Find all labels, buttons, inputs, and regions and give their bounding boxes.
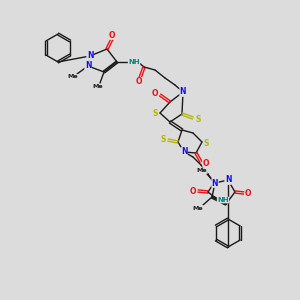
Text: Me: Me [93, 85, 103, 89]
Text: N: N [181, 148, 187, 157]
Text: O: O [152, 89, 158, 98]
Text: O: O [136, 77, 142, 86]
Text: N: N [225, 176, 231, 184]
Text: N: N [180, 88, 186, 97]
Text: S: S [203, 139, 209, 148]
Text: Me: Me [197, 169, 207, 173]
Text: O: O [190, 188, 196, 196]
Text: N: N [212, 178, 218, 188]
Text: O: O [109, 31, 115, 40]
Text: O: O [245, 188, 251, 197]
Text: NH: NH [128, 59, 140, 65]
Text: O: O [203, 158, 209, 167]
Text: Me: Me [68, 74, 78, 80]
Text: NH: NH [217, 197, 229, 203]
Text: N: N [85, 61, 91, 70]
Text: Me: Me [193, 206, 203, 211]
Text: S: S [195, 115, 201, 124]
Text: S: S [152, 109, 158, 118]
Text: N: N [87, 52, 93, 61]
Text: S: S [160, 134, 166, 143]
